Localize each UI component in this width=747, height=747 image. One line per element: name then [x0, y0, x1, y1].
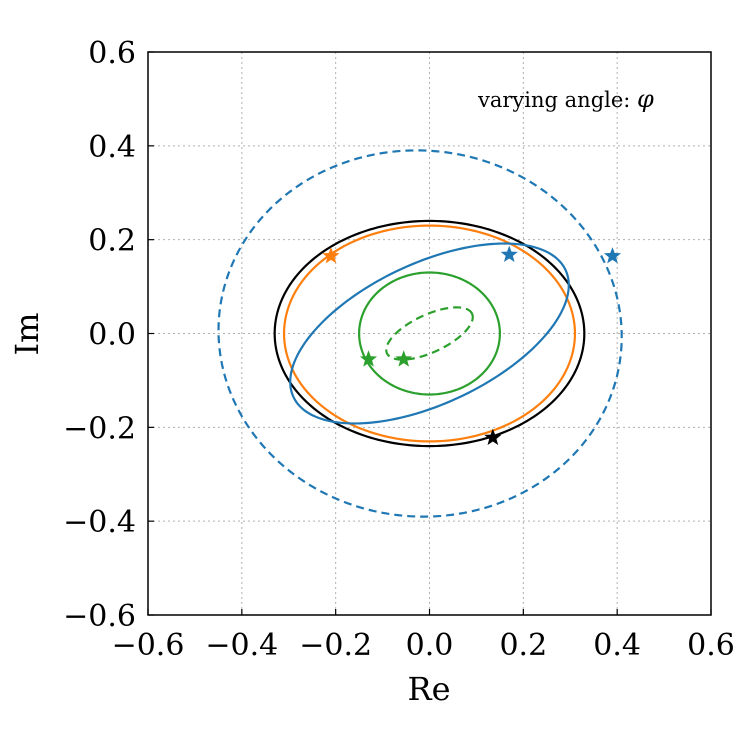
x-tick-label: −0.6 — [112, 628, 185, 663]
annotation-label: varying angle: — [477, 88, 637, 112]
y-tick-label: 0.6 — [88, 36, 136, 71]
x-axis-label: Re — [407, 670, 450, 708]
x-tick-label: 0.2 — [499, 628, 547, 663]
x-tick-label: −0.4 — [205, 628, 278, 663]
series-curve-3 — [289, 242, 570, 425]
y-tick-label: 0.4 — [88, 130, 136, 165]
series-curve-2 — [282, 224, 577, 443]
annotation-symbol: φ — [637, 85, 654, 113]
series-curve-5 — [358, 271, 501, 396]
x-tick-label: 0.6 — [687, 628, 735, 663]
series-curve-6 — [385, 306, 474, 361]
curves — [217, 149, 623, 518]
tick-labels: −0.6 −0.4 −0.2 0.0 0.2 0.4 0.6 −0.6 −0.4 −0.2 0.0 0… — [63, 36, 735, 663]
y-tick-label: 0.0 — [88, 318, 136, 353]
star-marker-2 — [500, 245, 518, 262]
star-marker-4 — [359, 350, 378, 367]
markers — [322, 245, 622, 445]
x-tick-label: 0.4 — [593, 628, 641, 663]
star-marker-1 — [322, 247, 340, 264]
grid — [147, 51, 712, 616]
series-curve-4 — [217, 149, 623, 518]
star-marker-3 — [603, 247, 622, 264]
y-tick-label: −0.2 — [63, 411, 136, 446]
y-tick-label: −0.6 — [63, 599, 136, 634]
annotation-text: varying angle: φ — [477, 85, 654, 113]
x-tick-label: −0.2 — [299, 628, 372, 663]
y-tick-label: −0.4 — [63, 505, 136, 540]
star-marker-6 — [484, 428, 502, 445]
series-curve-1 — [273, 219, 586, 448]
y-tick-label: 0.2 — [88, 224, 136, 259]
y-axis-label: Im — [8, 313, 46, 356]
star-marker-5 — [395, 350, 413, 367]
x-tick-label: 0.0 — [406, 628, 454, 663]
